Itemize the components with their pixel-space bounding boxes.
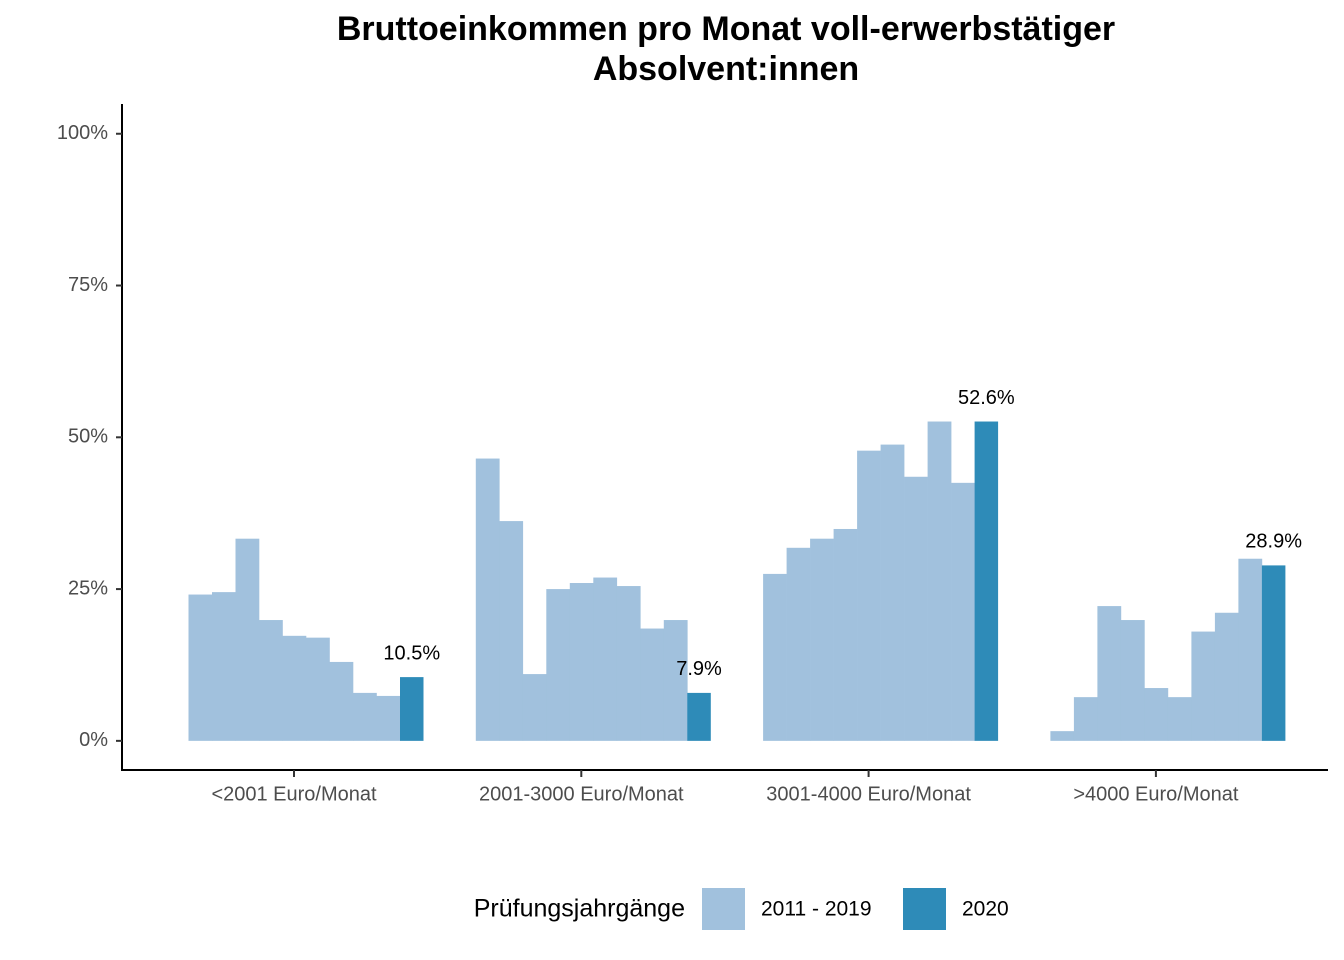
value-label: 52.6% — [958, 387, 1015, 409]
x-tick-label: 2001-3000 Euro/Monat — [479, 783, 684, 805]
bar — [951, 482, 975, 741]
bar — [1073, 697, 1098, 741]
legend-title: Prüfungsjahrgänge — [474, 895, 685, 923]
bar — [306, 637, 330, 741]
bar — [640, 628, 665, 741]
bar — [1120, 620, 1145, 741]
bar — [353, 692, 377, 741]
bar — [763, 573, 787, 741]
legend-key — [903, 888, 946, 930]
bar — [376, 695, 401, 741]
bar — [1050, 731, 1075, 741]
value-label: 7.9% — [676, 658, 722, 680]
bar — [212, 592, 236, 741]
bar — [499, 521, 524, 741]
bar — [235, 538, 260, 741]
value-label: 10.5% — [383, 642, 440, 664]
bar — [1097, 606, 1122, 741]
bar — [616, 586, 641, 741]
bar — [1167, 697, 1192, 741]
bar — [880, 444, 905, 741]
bar — [1191, 631, 1216, 741]
legend-label: 2020 — [962, 898, 1009, 921]
bar — [188, 594, 213, 741]
bar — [974, 421, 999, 741]
bar — [1144, 688, 1169, 741]
bar — [329, 661, 354, 741]
bar — [546, 589, 571, 741]
x-tick-label: <2001 Euro/Monat — [211, 783, 377, 805]
y-tick-label: 75% — [68, 274, 108, 296]
bar — [522, 674, 547, 741]
x-tick-label: >4000 Euro/Monat — [1073, 783, 1239, 805]
bar — [259, 620, 283, 741]
bar — [810, 538, 834, 741]
x-tick-label: 3001-4000 Euro/Monat — [766, 783, 971, 805]
legend-key — [702, 888, 745, 930]
bar — [569, 583, 594, 741]
bar — [786, 547, 811, 741]
bar — [475, 458, 500, 741]
y-tick-label: 0% — [79, 729, 108, 751]
value-label: 28.9% — [1245, 531, 1302, 553]
bar — [1214, 612, 1239, 741]
bar — [1238, 558, 1263, 741]
legend-label: 2011 - 2019 — [761, 898, 872, 921]
bar — [593, 577, 618, 741]
bar — [1261, 565, 1286, 741]
chart-title: Bruttoeinkommen pro Monat voll-erwerbstä… — [337, 10, 1115, 48]
bar — [927, 421, 952, 741]
bar — [663, 620, 688, 741]
bar — [833, 528, 858, 741]
bar — [857, 450, 881, 741]
chart-title: Absolvent:innen — [593, 50, 859, 88]
bar — [400, 677, 424, 741]
bar — [687, 692, 711, 741]
y-tick-label: 100% — [57, 122, 108, 144]
bar — [904, 476, 928, 741]
y-tick-label: 50% — [68, 426, 108, 448]
y-tick-label: 25% — [68, 577, 108, 599]
bar — [282, 635, 307, 741]
